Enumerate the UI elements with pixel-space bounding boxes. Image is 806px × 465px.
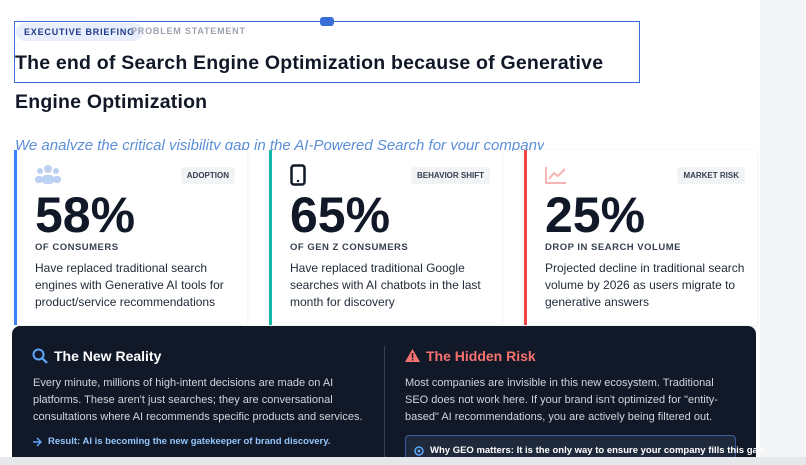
icon bbox=[414, 446, 424, 456]
icon bbox=[405, 349, 420, 362]
panel-title: The Hidden Risk bbox=[426, 348, 536, 364]
tag[interactable]: EXECUTIVE BRIEFING bbox=[16, 23, 143, 41]
panel-title: The New Reality bbox=[54, 348, 162, 364]
stat-label: DROP IN SEARCH VOLUME bbox=[545, 242, 681, 253]
stat-value: 58% bbox=[35, 187, 136, 243]
stat-card: MARKET RISK 25% DROP IN SEARCH VOLUME Pr… bbox=[524, 150, 757, 325]
selection-handle[interactable] bbox=[320, 17, 334, 26]
stat-card: ADOPTION 58% OF CONSUMERS Have replaced … bbox=[14, 150, 247, 325]
panel-body: Every minute, millions of high-intent de… bbox=[33, 377, 363, 423]
icon bbox=[290, 164, 306, 186]
stat-text: Projected decline in traditional search … bbox=[545, 261, 745, 309]
insight-panel: The New Reality Every minute, millions o… bbox=[12, 326, 764, 465]
stat-text: Have replaced traditional Google searche… bbox=[290, 261, 481, 309]
title[interactable]: The end of Search Engine Optimization be… bbox=[15, 52, 604, 113]
stat-value: 25% bbox=[545, 187, 646, 243]
scrollbar[interactable] bbox=[0, 457, 806, 465]
panel-body: Most companies are invisible in this new… bbox=[405, 377, 718, 423]
panel-note: Result: AI is becoming the new gatekeepe… bbox=[48, 436, 331, 447]
card-tag: MARKET RISK bbox=[677, 167, 745, 184]
icon bbox=[32, 348, 48, 364]
scroll-gutter bbox=[760, 0, 806, 465]
card-tag: BEHAVIOR SHIFT bbox=[411, 167, 490, 184]
subtitle: We analyze the critical visibility gap i… bbox=[15, 137, 545, 151]
selection-box bbox=[14, 21, 640, 83]
callout-text: Why GEO matters: It is the only way to e… bbox=[430, 445, 764, 456]
stat-text: Have replaced traditional search engines… bbox=[35, 261, 224, 309]
stat-label: OF GEN Z CONSUMERS bbox=[290, 242, 409, 253]
divider bbox=[384, 346, 385, 465]
tag[interactable]: PROBLEM STATEMENT bbox=[131, 26, 246, 36]
stat-value: 65% bbox=[290, 187, 391, 243]
stat-label: OF CONSUMERS bbox=[35, 242, 119, 253]
icon bbox=[33, 437, 42, 447]
card-tag: ADOPTION bbox=[180, 167, 235, 184]
icon bbox=[35, 165, 61, 184]
icon bbox=[545, 167, 566, 184]
stat-card: BEHAVIOR SHIFT 65% OF GEN Z CONSUMERS Ha… bbox=[269, 150, 502, 325]
